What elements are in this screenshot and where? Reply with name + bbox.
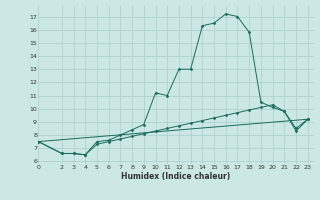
X-axis label: Humidex (Indice chaleur): Humidex (Indice chaleur): [121, 172, 231, 181]
